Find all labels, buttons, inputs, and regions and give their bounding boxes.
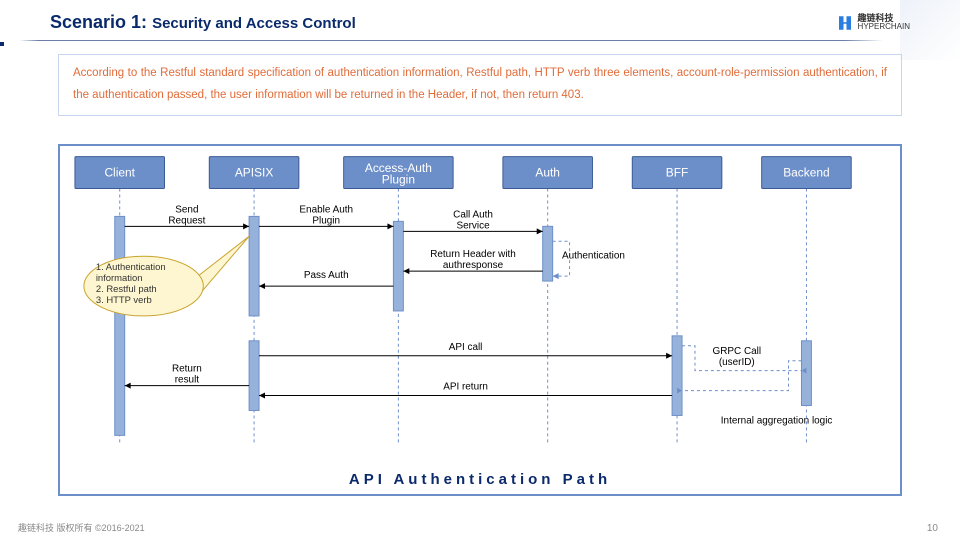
svg-text:Plugin: Plugin [382, 173, 415, 187]
svg-text:Request: Request [168, 215, 205, 226]
footer-copyright: 趣链科技 版权所有 ©2016-2021 [18, 521, 145, 534]
svg-text:2. Restful path: 2. Restful path [96, 284, 157, 295]
svg-text:API return: API return [443, 382, 488, 393]
svg-text:API call: API call [449, 342, 483, 353]
logo-icon [836, 14, 854, 32]
svg-text:Enable Auth: Enable Auth [299, 204, 353, 215]
svg-text:(userID): (userID) [719, 357, 755, 368]
logo-en: HYPERCHAIN [858, 23, 910, 31]
diagram-container: ClientAPISIXAccess-AuthPluginAuthBFFBack… [58, 144, 902, 496]
svg-text:Auth: Auth [535, 166, 560, 180]
page-title: Scenario 1: Security and Access Control [50, 12, 356, 33]
svg-text:1. Authentication: 1. Authentication [96, 262, 166, 273]
svg-text:3. HTTP verb: 3. HTTP verb [96, 295, 152, 306]
svg-text:Internal aggregation logic: Internal aggregation logic [721, 415, 833, 426]
svg-text:Client: Client [104, 166, 135, 180]
svg-text:information: information [96, 273, 143, 284]
svg-text:Return: Return [172, 364, 202, 375]
logo: 趣链科技 HYPERCHAIN [836, 14, 910, 32]
description-box: According to the Restful standard specif… [58, 54, 902, 116]
svg-text:authresponse: authresponse [443, 260, 504, 271]
page-number: 10 [927, 523, 938, 534]
title-prefix: Scenario 1: [50, 12, 147, 32]
svg-text:APISIX: APISIX [235, 166, 274, 180]
svg-text:Return Header with: Return Header with [430, 249, 516, 260]
logo-text: 趣链科技 HYPERCHAIN [858, 14, 910, 31]
diagram-title: API Authentication Path [60, 471, 900, 488]
svg-text:Plugin: Plugin [312, 215, 340, 226]
title-sub: Security and Access Control [152, 15, 356, 32]
svg-text:Authentication: Authentication [562, 251, 625, 262]
svg-text:BFF: BFF [666, 166, 689, 180]
svg-text:Send: Send [175, 204, 198, 215]
header-rule [0, 40, 960, 41]
svg-text:result: result [175, 375, 200, 386]
description-text: According to the Restful standard specif… [73, 67, 887, 101]
svg-text:Call Auth: Call Auth [453, 209, 493, 220]
svg-text:GRPC Call: GRPC Call [712, 346, 761, 357]
header: Scenario 1: Security and Access Control … [50, 12, 910, 33]
svg-text:Service: Service [456, 220, 490, 231]
svg-text:Backend: Backend [783, 166, 829, 180]
sequence-diagram: ClientAPISIXAccess-AuthPluginAuthBFFBack… [60, 146, 900, 454]
accent-bar [0, 42, 4, 46]
svg-text:Pass Auth: Pass Auth [304, 270, 349, 281]
